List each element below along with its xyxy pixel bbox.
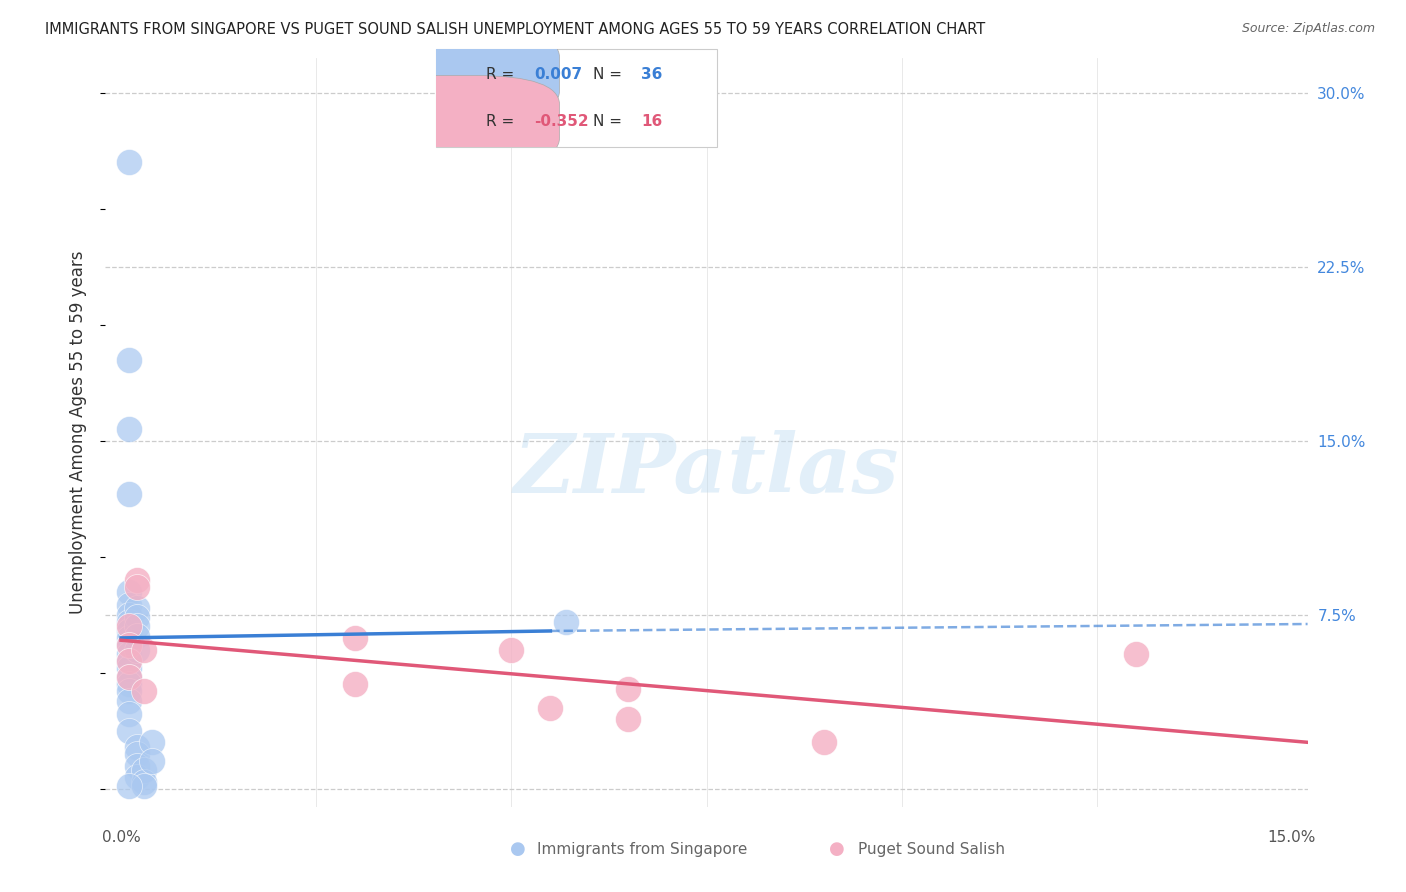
- Point: [134, 780, 156, 794]
- Text: 0.007: 0.007: [534, 67, 582, 81]
- Point: [118, 647, 141, 661]
- Point: [118, 422, 141, 436]
- Point: [134, 642, 156, 657]
- Point: [125, 580, 148, 594]
- Text: 0.0%: 0.0%: [101, 830, 141, 846]
- Text: Immigrants from Singapore: Immigrants from Singapore: [537, 842, 748, 856]
- Point: [125, 600, 148, 615]
- Text: 15.0%: 15.0%: [1268, 830, 1316, 846]
- Point: [344, 677, 367, 691]
- Point: [501, 642, 523, 657]
- Text: IMMIGRANTS FROM SINGAPORE VS PUGET SOUND SALISH UNEMPLOYMENT AMONG AGES 55 TO 59: IMMIGRANTS FROM SINGAPORE VS PUGET SOUND…: [45, 22, 986, 37]
- FancyBboxPatch shape: [436, 49, 717, 147]
- Text: ●: ●: [828, 840, 845, 858]
- Point: [125, 573, 148, 587]
- Point: [118, 638, 141, 652]
- Text: N =: N =: [593, 113, 627, 128]
- Point: [125, 642, 148, 657]
- Point: [118, 584, 141, 599]
- Point: [118, 693, 141, 707]
- Point: [125, 629, 148, 643]
- Text: R =: R =: [486, 113, 520, 128]
- Point: [118, 487, 141, 501]
- Point: [141, 735, 163, 749]
- Point: [118, 654, 141, 668]
- Point: [555, 615, 578, 629]
- Point: [617, 712, 640, 726]
- Point: [125, 758, 148, 772]
- Text: Puget Sound Salish: Puget Sound Salish: [858, 842, 1005, 856]
- Text: 16: 16: [641, 113, 662, 128]
- Point: [617, 681, 640, 696]
- Point: [134, 684, 156, 698]
- Point: [813, 735, 835, 749]
- Point: [118, 638, 141, 652]
- Point: [538, 700, 561, 714]
- Point: [118, 607, 141, 622]
- Point: [118, 624, 141, 638]
- Point: [118, 670, 141, 684]
- Point: [125, 610, 148, 624]
- Point: [118, 684, 141, 698]
- Point: [125, 747, 148, 761]
- FancyBboxPatch shape: [360, 76, 560, 167]
- Point: [1125, 647, 1147, 661]
- Point: [134, 763, 156, 777]
- Point: [118, 155, 141, 169]
- Text: 36: 36: [641, 67, 662, 81]
- Text: N =: N =: [593, 67, 627, 81]
- Text: R =: R =: [486, 67, 520, 81]
- Point: [141, 754, 163, 768]
- FancyBboxPatch shape: [360, 29, 560, 120]
- Point: [118, 599, 141, 613]
- Text: -0.352: -0.352: [534, 113, 589, 128]
- Point: [118, 619, 141, 633]
- Point: [118, 654, 141, 668]
- Point: [118, 723, 141, 738]
- Point: [118, 631, 141, 645]
- Y-axis label: Unemployment Among Ages 55 to 59 years: Unemployment Among Ages 55 to 59 years: [69, 251, 87, 615]
- Point: [118, 615, 141, 629]
- Text: ●: ●: [509, 840, 526, 858]
- Point: [118, 780, 141, 794]
- Text: Source: ZipAtlas.com: Source: ZipAtlas.com: [1241, 22, 1375, 36]
- Text: ZIPatlas: ZIPatlas: [513, 430, 900, 510]
- Point: [118, 677, 141, 691]
- Point: [344, 631, 367, 645]
- Point: [125, 770, 148, 784]
- Point: [125, 619, 148, 633]
- Point: [134, 774, 156, 789]
- Point: [118, 670, 141, 684]
- Point: [118, 661, 141, 675]
- Point: [118, 352, 141, 367]
- Point: [125, 739, 148, 754]
- Point: [118, 707, 141, 722]
